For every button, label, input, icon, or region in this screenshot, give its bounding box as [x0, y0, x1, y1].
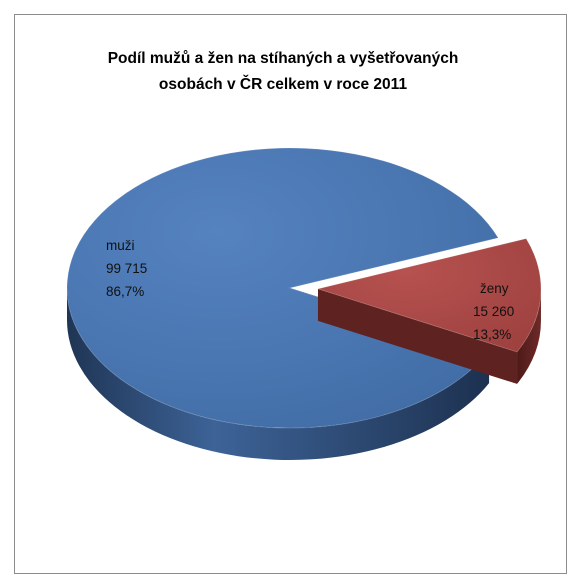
pie-slice-top: [66, 147, 499, 429]
pie-slice-wall: [517, 288, 541, 384]
pie-slice-wall: [67, 288, 490, 461]
pie-slice-cut-face: [317, 288, 518, 384]
slice-label-name: ženy: [480, 281, 509, 296]
pie-slice-zeny: [316, 238, 542, 384]
slice-label-percent: 86,7%: [106, 284, 144, 299]
slice-label-percent: 13,3%: [473, 327, 511, 342]
pie-slice-top: [316, 238, 542, 353]
slice-label-value: 99 715: [106, 261, 147, 276]
slice-label-value: 15 260: [473, 304, 514, 319]
chart-title-line-1: Podíl mužů a žen na stíhaných a vyšetřov…: [108, 50, 459, 67]
chart-title-line-2: osobách v ČR celkem v roce 2011: [159, 75, 408, 93]
slice-label-muzi: muži 99 715 86,7%: [106, 238, 147, 299]
slice-label-zeny: ženy 15 260 13,3%: [473, 281, 514, 342]
slice-label-name: muži: [106, 238, 135, 253]
